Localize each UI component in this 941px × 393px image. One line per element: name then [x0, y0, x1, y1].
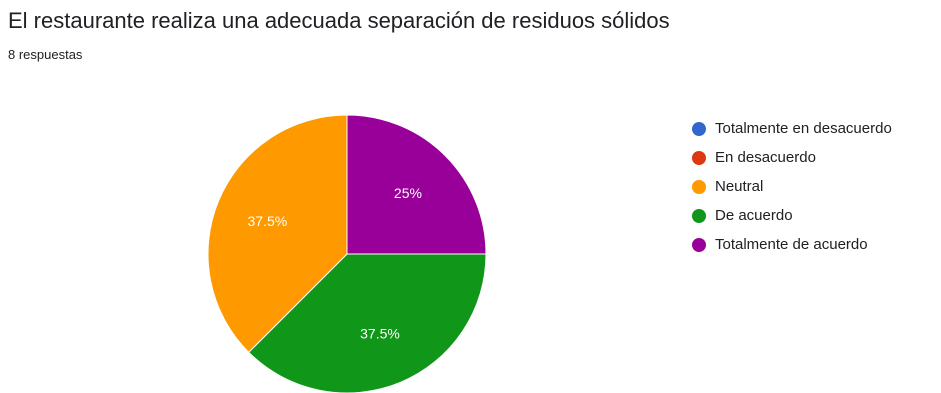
legend-label: Totalmente en desacuerdo	[715, 120, 892, 137]
chart-title: El restaurante realiza una adecuada sepa…	[8, 8, 670, 33]
pie-slice-labels: 25% 37.5% 37.5%	[248, 185, 422, 342]
pie-slice-label-neutral: 37.5%	[248, 213, 288, 229]
legend-item-totalmente-en-desacuerdo[interactable]: Totalmente en desacuerdo	[692, 114, 892, 143]
response-count: 8 respuestas	[8, 47, 83, 62]
legend-item-neutral[interactable]: Neutral	[692, 172, 892, 201]
pie-slices	[207, 114, 487, 393]
chart-legend: Totalmente en desacuerdo En desacuerdo Neu…	[692, 114, 892, 259]
legend-marker-icon	[692, 121, 706, 136]
legend-marker-icon	[692, 150, 706, 165]
legend-label: Totalmente de acuerdo	[715, 236, 868, 253]
legend-marker-icon	[692, 208, 706, 223]
pie-slice-label-totalmente-de-acuerdo: 25%	[394, 185, 422, 201]
legend-label: De acuerdo	[715, 207, 793, 224]
legend-item-totalmente-de-acuerdo[interactable]: Totalmente de acuerdo	[692, 230, 892, 259]
legend-label: Neutral	[715, 178, 764, 195]
pie-slice-totalmente-de-acuerdo[interactable]	[346, 114, 487, 255]
legend-label: En desacuerdo	[715, 149, 816, 166]
legend-item-en-desacuerdo[interactable]: En desacuerdo	[692, 143, 892, 172]
legend-marker-icon	[692, 179, 706, 194]
pie-slice-neutral[interactable]	[207, 114, 348, 353]
pie-slice-label-de-acuerdo: 37.5%	[360, 326, 400, 342]
pie-slice-de-acuerdo[interactable]	[248, 253, 487, 393]
legend-marker-icon	[692, 237, 706, 252]
legend-item-de-acuerdo[interactable]: De acuerdo	[692, 201, 892, 230]
